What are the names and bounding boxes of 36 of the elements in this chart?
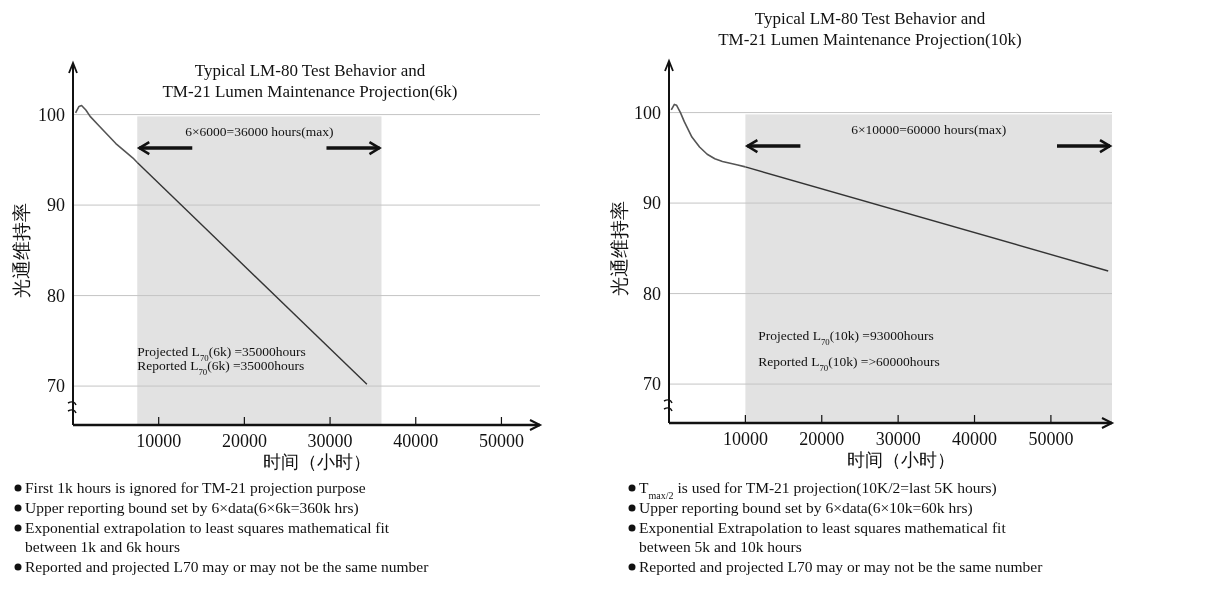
x-tick-label: 50000 <box>1028 429 1074 449</box>
y-tick-label: 70 <box>643 374 661 395</box>
text: Upper reporting bound set by 6×data(6×10k=60k hrs) <box>639 499 973 517</box>
y-axis-title: 光通维持率 <box>11 202 32 298</box>
y-tick-label: 90 <box>47 195 65 216</box>
annotation: Reported L$_{70}$(10k) =>60000hours <box>758 353 940 373</box>
y-axis-title: 光通维持率 <box>609 200 630 296</box>
y-tick-label: 100 <box>634 102 661 123</box>
x-tick-label: 20000 <box>799 429 845 449</box>
x-tick-label: 30000 <box>307 431 353 451</box>
annotation: 6×6000=36000 hours(max) <box>185 124 334 140</box>
text: Exponential extrapolation to least squares mathematical fit between 1k and 6k hours <box>25 519 390 555</box>
text: Typical LM-80 Test Behavior and TM-21 Lumen Maintenance Projection(6k) <box>162 61 458 101</box>
y-tick-label: 80 <box>643 283 661 304</box>
x-tick-label: 40000 <box>952 429 998 449</box>
text: Upper reporting bound set by 6×data(6×6k=360k hrs) <box>25 499 359 517</box>
y-tick-label: 90 <box>643 193 661 214</box>
text: First 1k hours is ignored for TM-21 projection purpose <box>25 479 366 496</box>
x-tick-label: 50000 <box>478 431 524 451</box>
y-tick-label: 80 <box>47 285 65 306</box>
x-tick-label: 20000 <box>221 431 267 451</box>
annotation: Projected L$_{70}$(10k) =93000hours <box>758 327 934 347</box>
text: Exponential Extrapolation to least squares mathematical fit between 5k and 10k hours <box>639 519 1007 555</box>
text: Reported and projected L70 may or may not be the same number <box>639 558 1044 575</box>
text: T$_{max/2}$ is used for TM-21 projection(10K/2=last 5K hours) <box>639 479 997 501</box>
x-axis-title: 时间（小时） <box>846 450 955 470</box>
x-axis-title: 时间（小时） <box>262 452 371 472</box>
chart-title: Typical LM-80 Test Behavior and TM-21 Lumen Maintenance Projection(10k) <box>718 9 1022 49</box>
y-tick-label: 100 <box>38 104 65 125</box>
x-tick-label: 10000 <box>136 431 182 451</box>
text: Reported and projected L70 may or may not be the same number <box>25 558 430 575</box>
x-tick-label: 40000 <box>393 431 439 451</box>
x-tick-label: 10000 <box>722 429 768 449</box>
y-tick-label: 70 <box>47 376 65 397</box>
x-tick-label: 30000 <box>875 429 921 449</box>
annotation: 6×10000=60000 hours(max) <box>851 122 1007 138</box>
